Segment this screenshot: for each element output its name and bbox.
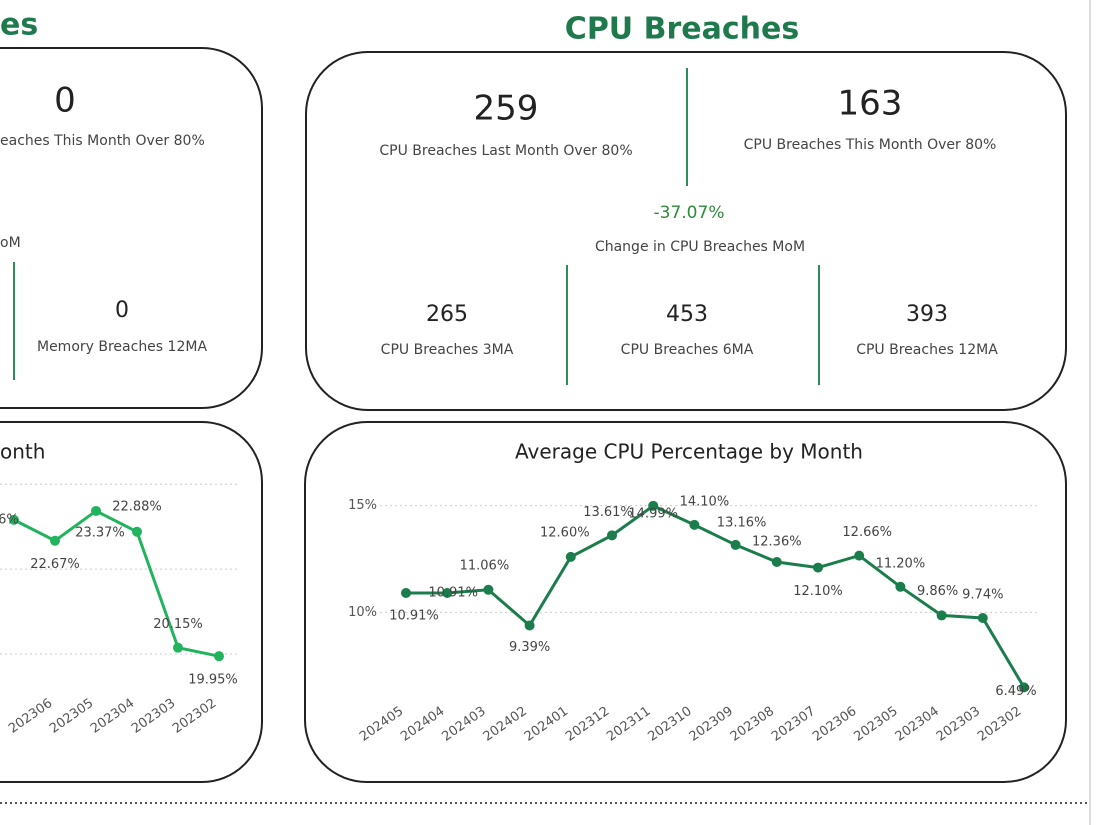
point — [1019, 682, 1029, 693]
kpi-label: Memory Breaches 12MA — [37, 339, 207, 355]
kpi-label: oM — [0, 235, 21, 251]
line — [13, 509, 220, 658]
chart-panel — [304, 421, 1067, 783]
chart-title: Average CPU Percentage by Month — [515, 440, 863, 464]
point — [91, 505, 101, 516]
data-label: 19.95% — [188, 673, 238, 688]
kpi-value: 259 — [474, 89, 539, 129]
point — [689, 519, 700, 530]
kpi-label: CPU Breaches 12MA — [856, 342, 998, 358]
point — [648, 500, 659, 511]
kpi-label: CPU Breaches 6MA — [621, 342, 754, 358]
panel-title: es — [0, 8, 38, 43]
kpi-change: -37.07% — [654, 203, 725, 223]
kpi-label: Change in CPU Breaches MoM — [595, 239, 805, 255]
kpi-label: CPU Breaches This Month Over 80% — [744, 137, 997, 153]
point — [771, 557, 782, 568]
point — [565, 551, 576, 562]
data-label: 12.66% — [842, 525, 892, 540]
point — [50, 535, 60, 546]
kpi-label: CPU Breaches Last Month Over 80% — [379, 143, 632, 159]
point — [214, 651, 224, 662]
data-label: 11.20% — [876, 556, 926, 571]
data-label: 13.16% — [717, 515, 767, 530]
point — [483, 584, 494, 595]
point — [524, 620, 535, 631]
point — [936, 610, 947, 621]
data-label: 9.39% — [509, 640, 550, 655]
data-label: 12.36% — [752, 535, 802, 550]
data-label: 22.67% — [30, 557, 80, 572]
panel-title: CPU Breaches — [565, 12, 799, 47]
point — [730, 539, 741, 550]
kpi-label: eaches This Month Over 80% — [0, 133, 205, 149]
data-label: 9.74% — [962, 587, 1003, 602]
y-tick-label: 10% — [348, 605, 377, 620]
point — [9, 514, 19, 525]
data-label: 13.61% — [583, 505, 633, 520]
point — [813, 562, 823, 573]
kpi-label: CPU Breaches 3MA — [381, 342, 514, 358]
data-label: 10.91% — [428, 585, 478, 600]
kpi-value: 163 — [838, 84, 903, 124]
point — [977, 612, 988, 623]
data-label: 23.16% — [0, 512, 19, 527]
y-tick-label: 15% — [348, 498, 377, 513]
data-label: 23.37% — [75, 525, 125, 540]
line — [406, 504, 1026, 689]
chart-panel — [0, 421, 263, 783]
kpi-value: 0 — [54, 81, 76, 121]
point — [173, 642, 183, 653]
data-label: 10.91% — [389, 608, 439, 623]
point — [132, 526, 142, 537]
kpi-value: 453 — [666, 302, 708, 327]
data-label: 6.49% — [995, 684, 1036, 699]
data-label: 14.99% — [628, 506, 678, 521]
data-label: 11.06% — [460, 558, 510, 573]
point — [442, 587, 453, 598]
data-label: 20.15% — [153, 617, 203, 632]
chart-title: onth — [0, 440, 45, 464]
data-label: 22.88% — [112, 499, 162, 514]
data-label: 12.60% — [540, 525, 590, 540]
point — [854, 550, 865, 561]
point — [607, 530, 617, 541]
kpi-panel — [305, 51, 1067, 411]
kpi-value: 393 — [906, 302, 948, 327]
point — [895, 581, 906, 592]
data-label: 9.86% — [917, 584, 958, 599]
kpi-value: 0 — [115, 298, 129, 323]
kpi-value: 265 — [426, 302, 468, 327]
data-label: 12.10% — [793, 584, 843, 599]
point — [401, 587, 411, 598]
kpi-panel — [0, 47, 263, 409]
data-label: 14.10% — [680, 494, 730, 509]
